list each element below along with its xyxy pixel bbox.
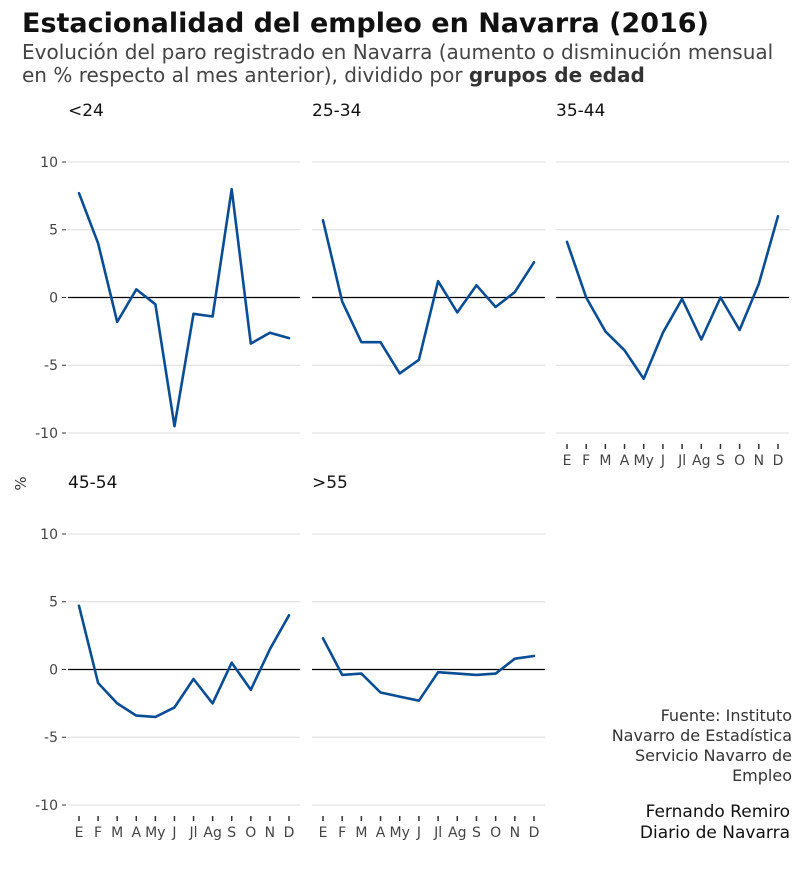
x-tick-label: J bbox=[660, 453, 665, 469]
y-tick-label: -10 bbox=[35, 798, 58, 814]
y-tick-label: -10 bbox=[35, 426, 58, 442]
x-tick-label: A bbox=[620, 453, 630, 469]
x-tick-label: S bbox=[716, 453, 725, 469]
x-tick-label: Ag bbox=[692, 453, 710, 469]
chart-subtitle: Evolución del paro registrado en Navarra… bbox=[22, 41, 792, 87]
facet-label: 35-44 bbox=[556, 101, 605, 121]
subtitle-highlight: grupos de edad bbox=[468, 63, 645, 87]
source-line: Fuente: Instituto bbox=[660, 706, 792, 725]
chart-title: Estacionalidad del empleo en Navarra (20… bbox=[22, 8, 709, 39]
x-tick-label: J bbox=[171, 825, 176, 841]
x-tick-label: O bbox=[490, 825, 501, 841]
facet-label: 45-54 bbox=[68, 473, 117, 493]
author-line: Diario de Navarra bbox=[639, 823, 790, 843]
x-tick-label: S bbox=[227, 825, 236, 841]
x-tick-label: E bbox=[75, 825, 84, 841]
x-tick-label: M bbox=[111, 825, 123, 841]
x-tick-label: F bbox=[338, 825, 346, 841]
y-tick-label: 10 bbox=[40, 527, 58, 543]
source-line: Empleo bbox=[732, 766, 792, 785]
subtitle-text: Evolución del paro registrado en Navarra… bbox=[22, 40, 774, 87]
x-tick-label: A bbox=[131, 825, 141, 841]
x-tick-label: O bbox=[245, 825, 256, 841]
y-axis-title: % bbox=[12, 476, 30, 490]
series-line bbox=[565, 214, 780, 381]
series-line bbox=[321, 637, 536, 702]
x-tick-label: A bbox=[376, 825, 386, 841]
y-tick-label: -5 bbox=[44, 730, 58, 746]
x-tick-label: N bbox=[265, 825, 275, 841]
y-tick-label: -5 bbox=[44, 358, 58, 374]
series-line bbox=[77, 604, 291, 719]
x-tick-label: S bbox=[472, 825, 481, 841]
x-tick-label: Ag bbox=[203, 825, 221, 841]
x-tick-label: M bbox=[599, 453, 611, 469]
x-tick-label: O bbox=[734, 453, 745, 469]
x-tick-label: My bbox=[634, 453, 654, 469]
author-credit: Fernando Remiro Diario de Navarra bbox=[560, 802, 790, 844]
x-tick-label: Ag bbox=[448, 825, 466, 841]
x-tick-label: E bbox=[319, 825, 328, 841]
x-tick-label: Jl bbox=[677, 453, 686, 469]
author-line: Fernando Remiro bbox=[645, 802, 790, 822]
series-line bbox=[321, 219, 536, 375]
x-tick-label: J bbox=[416, 825, 421, 841]
y-tick-label: 10 bbox=[40, 155, 58, 171]
x-tick-label: F bbox=[582, 453, 590, 469]
y-tick-label: 5 bbox=[49, 595, 58, 611]
x-tick-label: E bbox=[563, 453, 572, 469]
source-note: Fuente: Instituto Navarro de Estadística… bbox=[562, 706, 792, 786]
x-tick-label: D bbox=[284, 825, 295, 841]
x-tick-label: N bbox=[510, 825, 520, 841]
x-tick-label: F bbox=[94, 825, 102, 841]
facet-label: 25-34 bbox=[312, 101, 361, 121]
y-tick-label: 5 bbox=[49, 223, 58, 239]
x-tick-label: M bbox=[355, 825, 367, 841]
source-line: Navarro de Estadística bbox=[611, 726, 792, 745]
x-tick-label: My bbox=[390, 825, 410, 841]
x-tick-label: D bbox=[773, 453, 784, 469]
facet-label: >55 bbox=[312, 473, 348, 493]
y-tick-label: 0 bbox=[49, 290, 58, 306]
series-line bbox=[77, 187, 291, 428]
x-tick-label: Jl bbox=[433, 825, 442, 841]
x-tick-label: N bbox=[754, 453, 764, 469]
y-tick-label: 0 bbox=[49, 662, 58, 678]
facet-label: <24 bbox=[68, 101, 104, 121]
x-tick-label: My bbox=[145, 825, 165, 841]
x-tick-label: Jl bbox=[189, 825, 198, 841]
x-tick-label: D bbox=[529, 825, 540, 841]
source-line: Servicio Navarro de bbox=[634, 746, 792, 765]
